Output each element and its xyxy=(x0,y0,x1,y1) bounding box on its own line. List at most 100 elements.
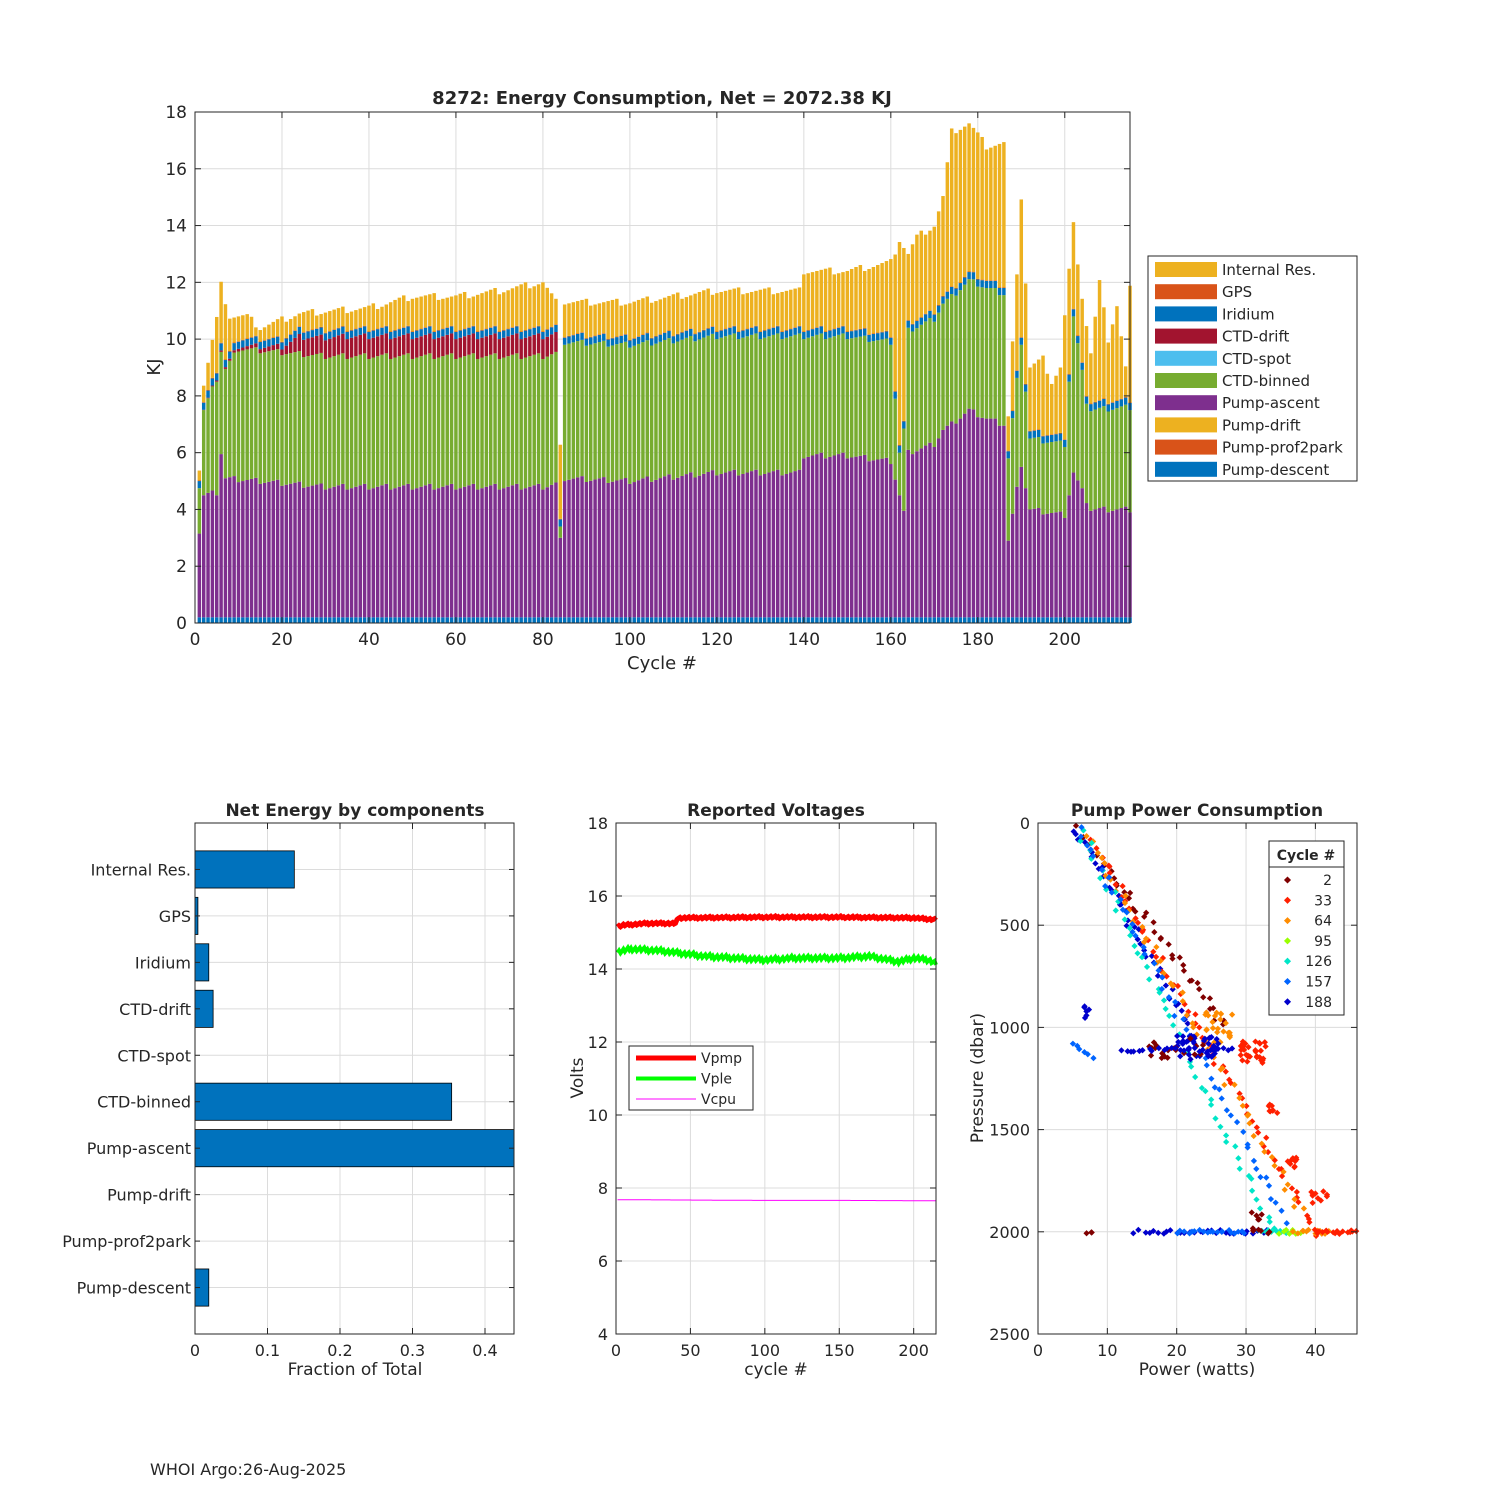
pump-scatter-point xyxy=(1098,866,1106,873)
energy-bar-iridium xyxy=(936,305,941,313)
energy-bar-gps xyxy=(732,325,736,327)
energy-bar-ctd-drift xyxy=(349,337,354,358)
energy-bar-internal-res xyxy=(619,305,623,336)
pump-ytick-label: 2000 xyxy=(989,1223,1030,1242)
energy-bar-pump-descent xyxy=(906,617,910,623)
energy-bar-internal-res xyxy=(845,270,850,332)
pump-scatter-point xyxy=(1098,854,1105,861)
energy-bar-ctd-drift xyxy=(532,334,536,355)
pump-scatter-point xyxy=(1179,989,1186,996)
energy-bar-ctd-binned xyxy=(1084,403,1089,504)
energy-bar-pump-descent xyxy=(689,617,693,623)
energy-bar-pump-ascent xyxy=(384,483,389,618)
energy-legend-swatch xyxy=(1155,461,1217,477)
energy-bar-internal-res xyxy=(506,290,510,329)
pump-xtick-label: 40 xyxy=(1305,1341,1325,1360)
energy-bar-internal-res xyxy=(689,295,693,329)
energy-bar-ctd-binned xyxy=(545,356,549,488)
pump-legend-title: Cycle # xyxy=(1277,848,1336,864)
pump-legend-label: 2 xyxy=(1323,873,1332,889)
pump-scatter-point xyxy=(1209,1025,1217,1032)
energy-bar-gps xyxy=(319,326,323,328)
pump-scatter-point xyxy=(1252,1048,1259,1055)
energy-bar-iridium xyxy=(1002,288,1006,296)
energy-bar-pump-descent xyxy=(575,617,580,623)
energy-bar-ctd-binned xyxy=(889,344,893,465)
energy-bar-internal-res xyxy=(658,299,663,335)
energy-bar-pump-ascent xyxy=(388,489,393,618)
energy-bar-pump-ascent xyxy=(267,481,271,618)
energy-bar-gps xyxy=(1049,434,1054,435)
energy-bar-iridium xyxy=(206,390,210,398)
energy-bar-ctd-drift xyxy=(419,336,423,357)
energy-bar-ctd-binned xyxy=(976,286,980,418)
energy-bar-ctd-binned xyxy=(541,358,545,490)
energy-bar-gps xyxy=(806,330,810,331)
energy-bar-ctd-binned xyxy=(454,358,458,490)
energy-bar-gps xyxy=(671,335,676,337)
pump-scatter-point xyxy=(1141,951,1148,958)
energy-bar-iridium xyxy=(949,286,954,295)
energy-bar-pump-descent xyxy=(249,617,254,623)
energy-bar-ctd-drift xyxy=(315,335,319,354)
energy-bar-ctd-binned xyxy=(680,339,684,476)
energy-bar-ctd-drift xyxy=(402,334,406,355)
pump-scatter-point xyxy=(1306,1219,1313,1226)
pump-scatter-point xyxy=(1140,944,1147,951)
energy-bar-iridium xyxy=(284,338,289,346)
energy-bar-pump-ascent xyxy=(810,455,815,618)
voltages-ytick-label: 18 xyxy=(588,814,608,833)
energy-bar-internal-res xyxy=(915,234,919,321)
energy-bar-internal-res xyxy=(836,273,841,328)
energy-bar-pump-descent xyxy=(749,617,754,623)
energy-bar-internal-res xyxy=(628,303,632,340)
pump-scatter-point xyxy=(1184,1020,1191,1027)
energy-bar-gps xyxy=(1067,374,1071,375)
energy-bar-iridium xyxy=(810,329,815,337)
energy-bar-ctd-binned xyxy=(828,337,832,457)
energy-bar-ctd-binned xyxy=(358,354,362,486)
energy-bar-iridium xyxy=(388,332,393,340)
energy-bar-iridium xyxy=(675,334,680,342)
pump-scatter-point xyxy=(1092,860,1099,867)
energy-bar-iridium xyxy=(488,327,493,335)
energy-bar-iridium xyxy=(315,328,319,336)
energy-bar-pump-descent xyxy=(945,617,950,623)
energy-bar-gps xyxy=(906,320,910,321)
energy-bar-pump-descent xyxy=(1032,617,1037,623)
energy-bar-ctd-binned xyxy=(897,452,902,496)
energy-bar-iridium xyxy=(1119,399,1124,407)
energy-bar-pump-descent xyxy=(958,617,963,623)
energy-bar-iridium xyxy=(606,339,610,347)
pump-scatter-point xyxy=(1174,1032,1181,1040)
energy-bar-pump-descent xyxy=(741,617,745,623)
energy-bar-iridium xyxy=(858,329,863,337)
energy-bar-pump-descent xyxy=(963,617,967,623)
energy-bar-pump-descent xyxy=(449,617,454,623)
energy-bar-pump-descent xyxy=(932,617,937,623)
energy-bar-pump-descent xyxy=(776,617,780,623)
energy-bar-internal-res xyxy=(358,308,362,328)
energy-bar-iridium xyxy=(301,332,306,340)
energy-bar-ctd-binned xyxy=(575,341,580,478)
pump-scatter-point xyxy=(1278,1207,1285,1214)
energy-bar-iridium xyxy=(641,334,645,343)
pump-scatter-point xyxy=(1287,1157,1295,1164)
energy-bar-internal-res xyxy=(1019,199,1024,338)
energy-bar-internal-res xyxy=(275,319,280,337)
energy-bar-internal-res xyxy=(297,313,302,327)
energy-bar-internal-res xyxy=(319,314,323,327)
pump-scatter-point xyxy=(1202,1087,1209,1095)
energy-bar-pump-descent xyxy=(467,617,471,623)
energy-bar-pump-descent xyxy=(262,617,267,623)
pump-scatter-point xyxy=(1165,994,1173,1001)
pump-scatter-point xyxy=(1151,928,1158,936)
energy-bar-pump-descent xyxy=(406,617,410,623)
energy-bar-gps xyxy=(219,342,223,344)
energy-bar-pump-ascent xyxy=(1054,512,1058,618)
pump-scatter-point xyxy=(1151,960,1158,967)
pump-scatter-point xyxy=(1148,1047,1155,1054)
energy-bar-pump-descent xyxy=(271,617,276,623)
energy-bar-ctd-binned xyxy=(741,337,745,474)
energy-bar-ctd-binned xyxy=(345,358,349,490)
